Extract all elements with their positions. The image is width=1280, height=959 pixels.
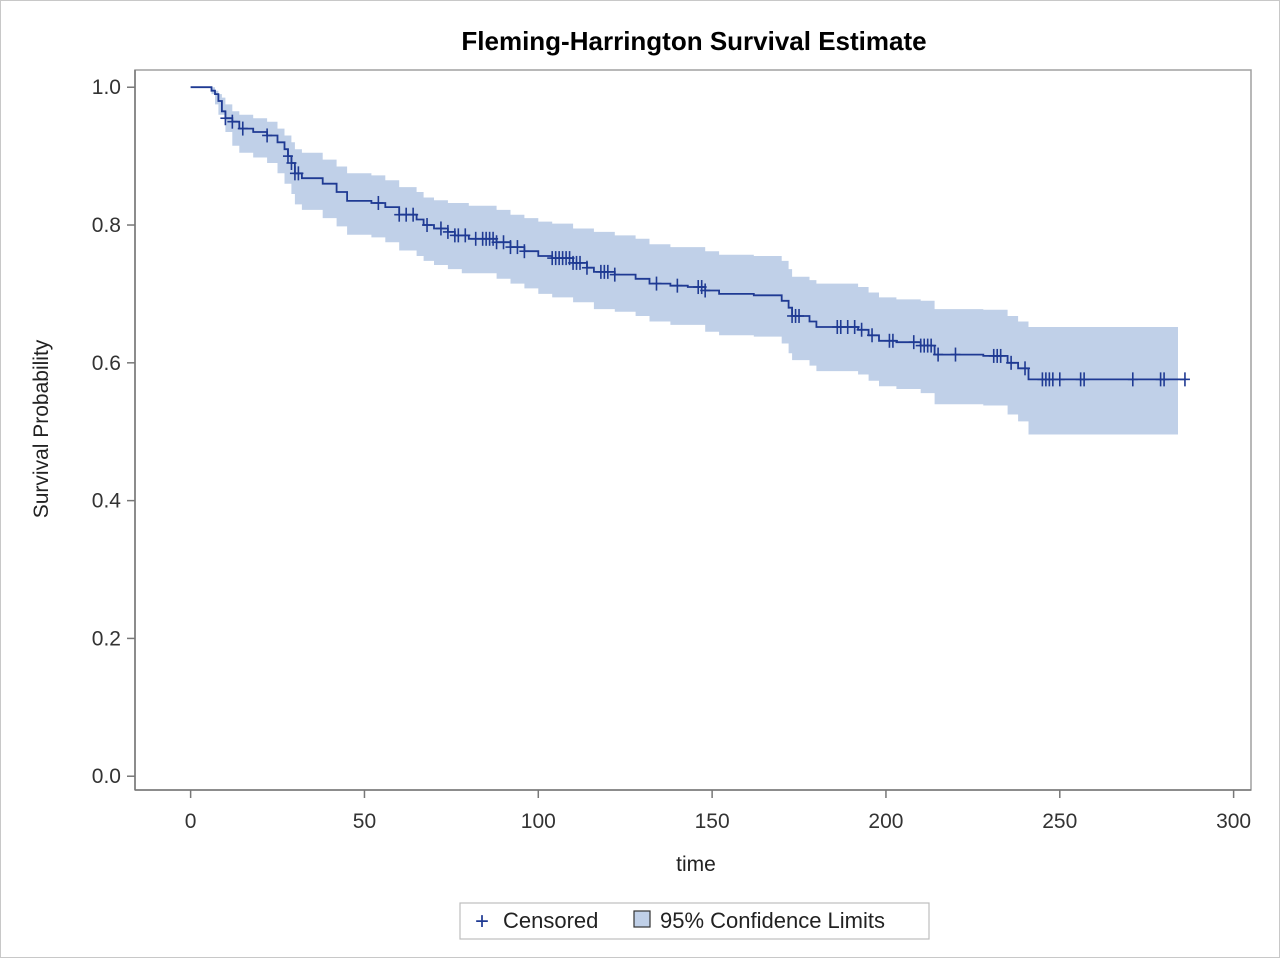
- plot-area: [134, 69, 1252, 791]
- censored-mark: [435, 221, 446, 236]
- censored-mark: [867, 328, 878, 343]
- censored-mark: [581, 260, 592, 275]
- y-axis: 0.0 0.2 0.4 0.6 0.8 1.0: [92, 70, 136, 790]
- censored-mark: [519, 244, 530, 259]
- x-tick-label: 50: [353, 810, 376, 833]
- censored-marks-layer: [220, 111, 1190, 387]
- censored-mark: [856, 322, 867, 337]
- legend-box: [459, 902, 930, 940]
- censored-mark: [460, 228, 471, 243]
- censored-mark: [408, 207, 419, 222]
- x-axis-label: time: [676, 853, 716, 876]
- censored-mark: [237, 121, 248, 136]
- censored-mark: [286, 156, 297, 171]
- censored-mark: [1127, 372, 1138, 387]
- censored-mark: [1020, 361, 1031, 376]
- censored-mark: [575, 255, 586, 270]
- censored-mark: [651, 276, 662, 291]
- x-tick-label: 150: [695, 810, 730, 833]
- censored-mark: [1054, 372, 1065, 387]
- censored-mark: [442, 224, 453, 239]
- censored-mark: [1179, 372, 1190, 387]
- x-tick-label: 200: [868, 810, 903, 833]
- censored-mark: [262, 128, 273, 143]
- censored-mark: [1006, 355, 1017, 370]
- censored-mark: [422, 218, 433, 233]
- x-tick-label: 300: [1216, 810, 1251, 833]
- censored-mark: [512, 240, 523, 255]
- chart-title: Fleming-Harrington Survival Estimate: [461, 26, 926, 56]
- y-tick-label: 0.0: [92, 765, 121, 788]
- legend-censored-label: Censored: [503, 908, 598, 933]
- legend: + Censored 95% Confidence Limits: [459, 902, 930, 940]
- censored-mark: [1159, 372, 1170, 387]
- confidence-band-swatch-icon: [633, 910, 651, 928]
- y-tick-label: 0.6: [92, 352, 121, 375]
- y-tick-label: 1.0: [92, 76, 121, 99]
- censored-mark: [926, 338, 937, 353]
- censored-mark: [794, 308, 805, 323]
- censored-mark: [293, 166, 304, 181]
- censored-mark: [602, 264, 613, 279]
- censored-mark: [995, 348, 1006, 363]
- censored-mark: [220, 111, 231, 126]
- censored-mark: [700, 283, 711, 298]
- censored-mark: [849, 319, 860, 334]
- y-tick-label: 0.8: [92, 214, 121, 237]
- censored-marker-icon: +: [475, 908, 489, 935]
- censored-mark: [933, 347, 944, 362]
- censored-mark: [887, 333, 898, 348]
- x-tick-label: 100: [521, 810, 556, 833]
- legend-confidence-label: 95% Confidence Limits: [660, 908, 885, 933]
- censored-mark: [950, 347, 961, 362]
- censored-mark: [908, 335, 919, 350]
- y-tick-label: 0.2: [92, 627, 121, 650]
- censored-mark: [227, 114, 238, 129]
- censored-mark: [609, 267, 620, 282]
- censored-mark: [1079, 372, 1090, 387]
- censored-mark: [373, 195, 384, 210]
- y-axis-label: Survival Probability: [30, 339, 53, 518]
- censored-mark: [498, 235, 509, 250]
- x-tick-label: 0: [185, 810, 197, 833]
- y-tick-label: 0.4: [92, 490, 122, 513]
- x-tick-label: 250: [1042, 810, 1077, 833]
- censored-mark: [672, 278, 683, 293]
- x-axis: 0 50 100 150 200 250 300: [135, 789, 1251, 833]
